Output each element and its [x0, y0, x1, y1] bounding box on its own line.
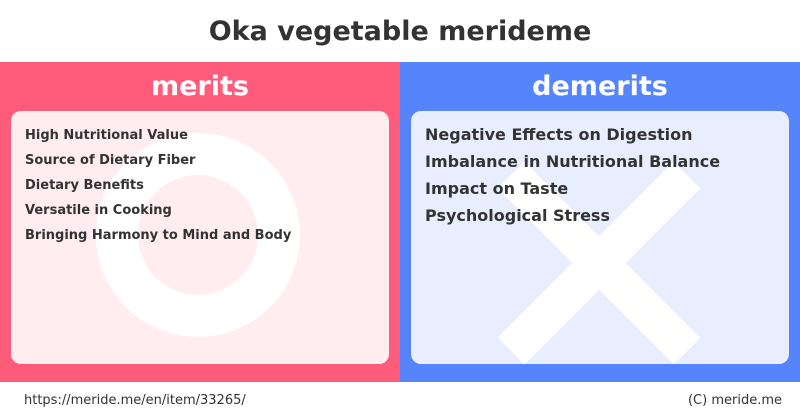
merits-heading: merits: [151, 70, 249, 102]
demerits-list: Negative Effects on Digestion Imbalance …: [425, 121, 720, 229]
demerit-item: Psychological Stress: [425, 206, 610, 225]
demerits-heading: demerits: [532, 70, 668, 102]
merits-box: High Nutritional Value Source of Dietary…: [11, 111, 389, 364]
demerits-box: Negative Effects on Digestion Imbalance …: [411, 111, 789, 364]
merit-item: High Nutritional Value: [25, 128, 188, 143]
demerit-item: Negative Effects on Digestion: [425, 125, 693, 144]
footer-url: https://meride.me/en/item/33265/: [24, 392, 246, 408]
footer: https://meride.me/en/item/33265/ (C) mer…: [0, 382, 800, 418]
merit-item: Dietary Benefits: [25, 178, 144, 193]
footer-copyright: (C) meride.me: [687, 392, 782, 408]
merits-list: High Nutritional Value Source of Dietary…: [25, 123, 291, 248]
cross-icon: [497, 161, 701, 364]
merit-item: Bringing Harmony to Mind and Body: [25, 228, 292, 243]
merit-item: Versatile in Cooking: [25, 203, 172, 218]
merit-item: Source of Dietary Fiber: [25, 153, 196, 168]
demerit-item: Imbalance in Nutritional Balance: [425, 152, 721, 171]
demerit-item: Impact on Taste: [425, 179, 569, 198]
page-title: Oka vegetable merideme: [208, 15, 592, 47]
merits-panel: merits High Nutritional Value Source of …: [0, 62, 400, 382]
demerits-panel: demerits Negative Effects on Digestion I…: [400, 62, 800, 382]
